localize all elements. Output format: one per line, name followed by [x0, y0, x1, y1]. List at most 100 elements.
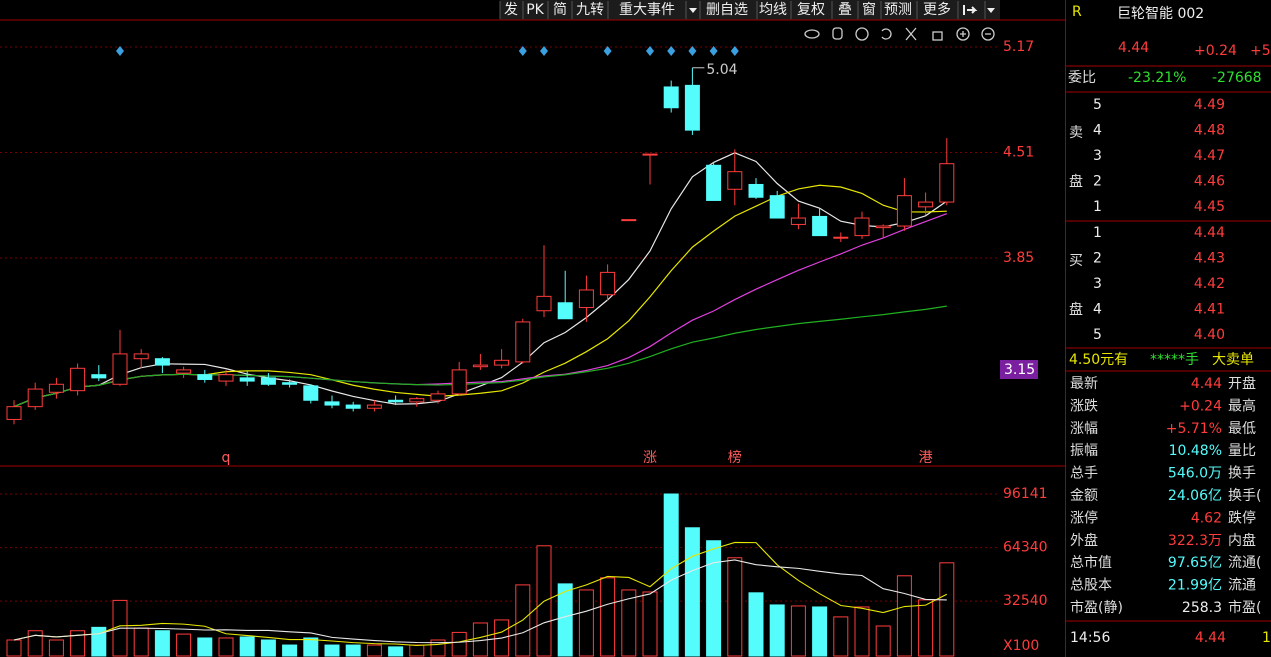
toolbar-button[interactable]: 九转 [576, 2, 604, 18]
event-diamond[interactable] [688, 46, 697, 56]
stat-value: +0.24 [1179, 398, 1222, 414]
stat-value: 322.3万 [1168, 533, 1222, 549]
toolbar [500, 0, 1000, 20]
volume-bar [578, 589, 594, 657]
event-diamond[interactable] [540, 46, 548, 56]
stat-label: 开盘 [1228, 375, 1256, 392]
event-diamond[interactable] [667, 46, 676, 56]
alert: 4.50元有 [1069, 352, 1128, 368]
stat-label: 换手( [1228, 487, 1261, 504]
tool-cut[interactable] [905, 27, 917, 41]
event-diamond[interactable] [709, 46, 718, 56]
tool-hand[interactable] [832, 27, 843, 40]
chart-marker[interactable]: 榜 [728, 449, 742, 466]
book-level: 5 [1093, 327, 1102, 343]
chart-tools [804, 27, 995, 41]
volume-bar [812, 606, 828, 657]
candle-body [621, 219, 637, 222]
toolbar-button[interactable]: 更多 [923, 1, 951, 18]
candle-body [112, 353, 128, 385]
volume-bar [663, 493, 679, 657]
tool-zoom-in[interactable] [960, 31, 966, 37]
event-diamond[interactable] [646, 46, 654, 56]
volume-bar [854, 606, 870, 657]
stat-label: 涨停 [1070, 509, 1098, 526]
event-diamond[interactable] [730, 46, 739, 56]
tick-time: 14:56 [1070, 630, 1110, 646]
dropdown[interactable] [987, 8, 995, 13]
volume-bar [684, 527, 700, 657]
book-price: 4.42 [1194, 276, 1225, 292]
candle-body [854, 217, 870, 237]
candle-body [91, 374, 107, 379]
book-level: 3 [1093, 148, 1102, 164]
stat-label: 振幅 [1070, 443, 1098, 459]
volume-bar [133, 627, 149, 657]
tool-eye[interactable] [804, 29, 820, 39]
event-diamond[interactable] [518, 46, 527, 56]
book-level: 2 [1093, 174, 1102, 190]
candle-body [706, 164, 722, 201]
candle-body [388, 399, 404, 403]
toolbar-button[interactable]: 删自选 [706, 2, 748, 18]
weibi-label: 委比 [1068, 70, 1096, 86]
toolbar-button[interactable]: 叠 [838, 2, 852, 18]
book-price: 4.46 [1194, 174, 1225, 190]
toolbar-button[interactable]: 简 [553, 1, 567, 18]
toolbar-button[interactable]: 均线 [759, 2, 787, 18]
volume-bar [748, 592, 764, 657]
stat-value: 21.99亿 [1168, 578, 1222, 594]
candle-body [197, 374, 213, 380]
stat-label: 跌停 [1228, 509, 1256, 526]
candle-body [748, 183, 764, 198]
tool-play[interactable] [855, 27, 869, 41]
stat-value: 24.06亿 [1168, 488, 1222, 504]
tool-lock[interactable] [932, 31, 943, 41]
candle-body [409, 398, 425, 403]
toolbar-button[interactable]: 发 [504, 2, 518, 18]
volume-bar [918, 599, 934, 657]
candle-body [366, 404, 382, 409]
chart-marker[interactable]: q [222, 450, 231, 466]
stat-label: 换手 [1228, 465, 1256, 482]
stat-value: +5.71% [1166, 421, 1222, 437]
stat-label: 最新 [1070, 376, 1098, 392]
stat-label: 市盈(静) [1070, 599, 1123, 616]
chart-marker[interactable]: 港 [919, 450, 933, 466]
book-level: 5 [1093, 97, 1102, 113]
alert: *****手 [1150, 352, 1199, 368]
candle-body [515, 321, 531, 363]
volume-bar [939, 562, 955, 657]
dropdown[interactable] [689, 8, 697, 13]
candle-body [727, 171, 743, 190]
event-diamond[interactable] [116, 46, 124, 56]
tool-undo[interactable] [881, 28, 892, 40]
volume-bar [218, 637, 234, 657]
volume-bar [409, 644, 425, 657]
tool-zoom-out[interactable] [981, 27, 995, 41]
toolbar-button[interactable]: 重大事件 [619, 2, 675, 18]
book-label: 卖 [1069, 125, 1083, 141]
book-price: 4.45 [1194, 199, 1225, 215]
toolbar-button[interactable]: 窗 [862, 1, 876, 18]
candle-body [154, 358, 170, 366]
volume-bar [833, 616, 849, 657]
tool-zoom-in[interactable] [956, 27, 970, 41]
book-price: 4.49 [1194, 97, 1225, 113]
book-level: 4 [1093, 123, 1102, 139]
toolbar-button[interactable]: 预测 [884, 2, 912, 18]
candle-body [133, 353, 149, 360]
event-diamond[interactable] [603, 46, 612, 56]
toolbar-button[interactable]: 复权 [797, 1, 825, 18]
chart-marker[interactable]: 涨 [643, 450, 657, 466]
stat-label: 金额 [1070, 488, 1098, 504]
toolbar-button[interactable]: PK [526, 2, 544, 18]
change-pct: +5 [1250, 43, 1271, 59]
volume-bar [282, 644, 298, 657]
export-button[interactable] [963, 5, 978, 15]
candle-body [27, 388, 43, 408]
volume-bar [790, 605, 806, 657]
stat-label: 涨幅 [1070, 421, 1098, 437]
weibi-pct: -23.21% [1128, 70, 1186, 86]
